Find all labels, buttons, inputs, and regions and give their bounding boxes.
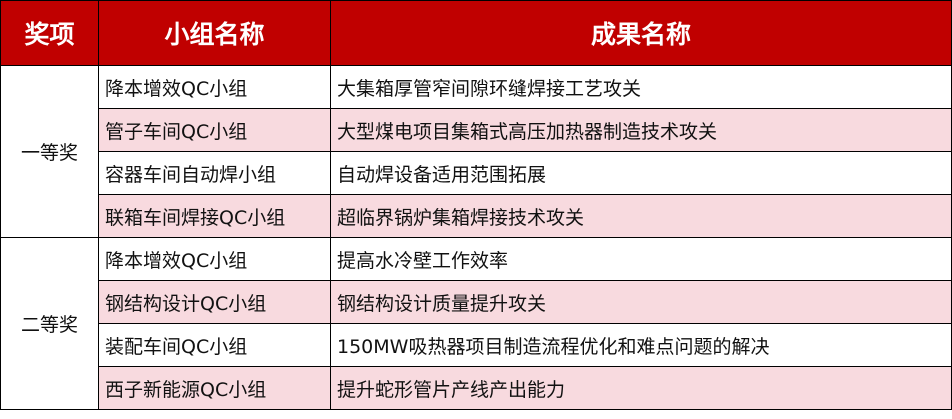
result-name-cell: 钢结构设计质量提升攻关 <box>330 280 952 324</box>
table-row: 容器车间自动焊小组 自动焊设备适用范围拓展 <box>1 151 952 195</box>
table-row: 二等奖 降本增效QC小组 提高水冷壁工作效率 <box>0 237 952 410</box>
group-name-cell: 联箱车间焊接QC小组 <box>98 194 331 238</box>
award-level: 一等奖 <box>0 65 99 238</box>
header-group: 小组名称 <box>98 0 331 66</box>
result-name-cell: 150MW吸热器项目制造流程优化和难点问题的解决 <box>330 323 952 367</box>
result-name-cell: 大集箱厚管窄间隙环缝焊接工艺攻关 <box>330 65 952 109</box>
header-award: 奖项 <box>0 0 99 66</box>
header-row: 奖项 小组名称 成果名称 <box>0 0 952 66</box>
result-name-cell: 超临界锅炉集箱焊接技术攻关 <box>330 194 952 238</box>
group-name-cell: 装配车间QC小组 <box>98 323 331 367</box>
result-name-cell: 提升蛇形管片产线产出能力 <box>330 366 952 410</box>
awards-table: 奖项 小组名称 成果名称 一等奖 降本增效QC小组 大集箱厚管窄间隙环缝焊接工艺攻关… <box>0 0 952 410</box>
group-name-cell: 钢结构设计QC小组 <box>98 280 331 324</box>
award-level: 二等奖 <box>0 237 99 410</box>
group-name-cell: 降本增效QC小组 <box>98 237 331 281</box>
header-result: 成果名称 <box>330 0 952 66</box>
group-name-cell: 管子车间QC小组 <box>98 108 331 152</box>
group-name-cell: 降本增效QC小组 <box>98 65 331 109</box>
table-row: 一等奖 降本增效QC小组 大集箱厚管窄间隙环缝焊接工艺攻关 <box>0 65 952 238</box>
result-name-cell: 自动焊设备适用范围拓展 <box>330 151 952 195</box>
table-row: 管子车间QC小组 大型煤电项目集箱式高压加热器制造技术攻关 <box>1 108 952 152</box>
result-name-cell: 大型煤电项目集箱式高压加热器制造技术攻关 <box>330 108 952 152</box>
table-row: 联箱车间焊接QC小组 超临界锅炉集箱焊接技术攻关 <box>1 194 952 238</box>
table-row: 装配车间QC小组 150MW吸热器项目制造流程优化和难点问题的解决 <box>1 323 952 367</box>
group-name-cell: 容器车间自动焊小组 <box>98 151 331 195</box>
table-row: 钢结构设计QC小组 钢结构设计质量提升攻关 <box>1 280 952 324</box>
group-name-cell: 西子新能源QC小组 <box>98 366 331 410</box>
table-row: 西子新能源QC小组 提升蛇形管片产线产出能力 <box>1 366 952 410</box>
result-name-cell: 提高水冷壁工作效率 <box>330 237 952 281</box>
